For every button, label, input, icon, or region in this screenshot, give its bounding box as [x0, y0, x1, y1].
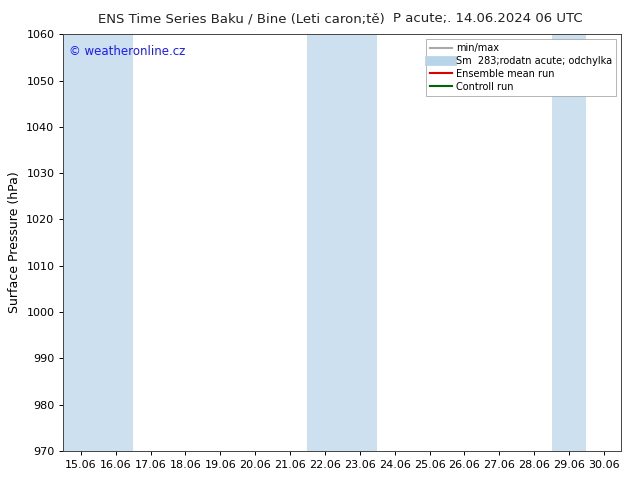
Legend: min/max, Sm  283;rodatn acute; odchylka, Ensemble mean run, Controll run: min/max, Sm 283;rodatn acute; odchylka, …: [426, 39, 616, 96]
Bar: [552, 34, 586, 451]
Bar: [63, 34, 133, 451]
Y-axis label: Surface Pressure (hPa): Surface Pressure (hPa): [8, 172, 21, 314]
Bar: [307, 34, 377, 451]
Text: P acute;. 14.06.2024 06 UTC: P acute;. 14.06.2024 06 UTC: [393, 12, 583, 25]
Text: © weatheronline.cz: © weatheronline.cz: [69, 45, 185, 58]
Text: ENS Time Series Baku / Bine (Leti caron;tě): ENS Time Series Baku / Bine (Leti caron;…: [98, 12, 384, 25]
